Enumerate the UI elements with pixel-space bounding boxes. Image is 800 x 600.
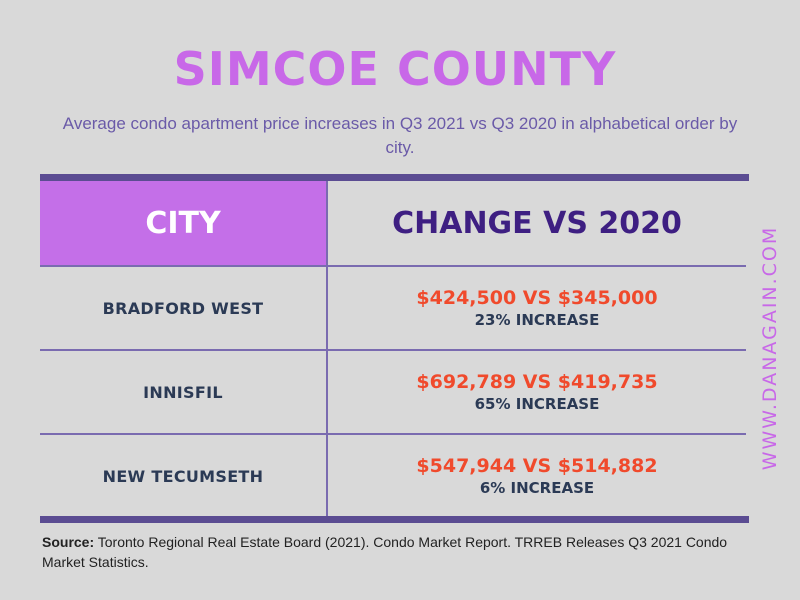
change-cell: $547,944 VS $514,882 6% INCREASE xyxy=(328,435,746,517)
city-cell: INNISFIL xyxy=(143,382,223,402)
source-label: Source: xyxy=(42,534,95,550)
change-column-header: CHANGE VS 2020 xyxy=(392,205,682,241)
price-comparison: $424,500 VS $345,000 xyxy=(416,287,658,309)
table-bottom-rule xyxy=(40,516,749,523)
table-row: INNISFIL $692,789 VS $419,735 65% INCREA… xyxy=(40,351,746,433)
row-divider xyxy=(40,349,746,351)
table-row: NEW TECUMSETH $547,944 VS $514,882 6% IN… xyxy=(40,435,746,517)
price-table: CITY CHANGE VS 2020 BRADFORD WEST $424,5… xyxy=(40,174,749,524)
price-comparison: $547,944 VS $514,882 xyxy=(416,455,658,477)
website-watermark: WWW.DANAGAIN.COM xyxy=(759,225,781,471)
table-row: BRADFORD WEST $424,500 VS $345,000 23% I… xyxy=(40,267,746,349)
percent-change: 6% INCREASE xyxy=(479,479,595,497)
change-cell: $424,500 VS $345,000 23% INCREASE xyxy=(328,267,746,349)
row-divider xyxy=(40,265,746,267)
city-cell: BRADFORD WEST xyxy=(102,298,264,318)
price-comparison: $692,789 VS $419,735 xyxy=(416,371,658,393)
percent-change: 65% INCREASE xyxy=(474,395,600,413)
page-title: SIMCOE COUNTY xyxy=(173,42,617,96)
page-subtitle: Average condo apartment price increases … xyxy=(62,114,738,157)
city-column-header: CITY xyxy=(40,181,326,265)
city-cell: NEW TECUMSETH xyxy=(102,466,264,486)
percent-change: 23% INCREASE xyxy=(474,311,600,329)
table-top-rule xyxy=(40,174,749,181)
column-divider xyxy=(326,181,328,516)
row-divider xyxy=(40,433,746,435)
change-cell: $692,789 VS $419,735 65% INCREASE xyxy=(328,351,746,433)
source-text: Toronto Regional Real Estate Board (2021… xyxy=(42,534,728,570)
source-citation: Source: Toronto Regional Real Estate Boa… xyxy=(42,532,742,572)
